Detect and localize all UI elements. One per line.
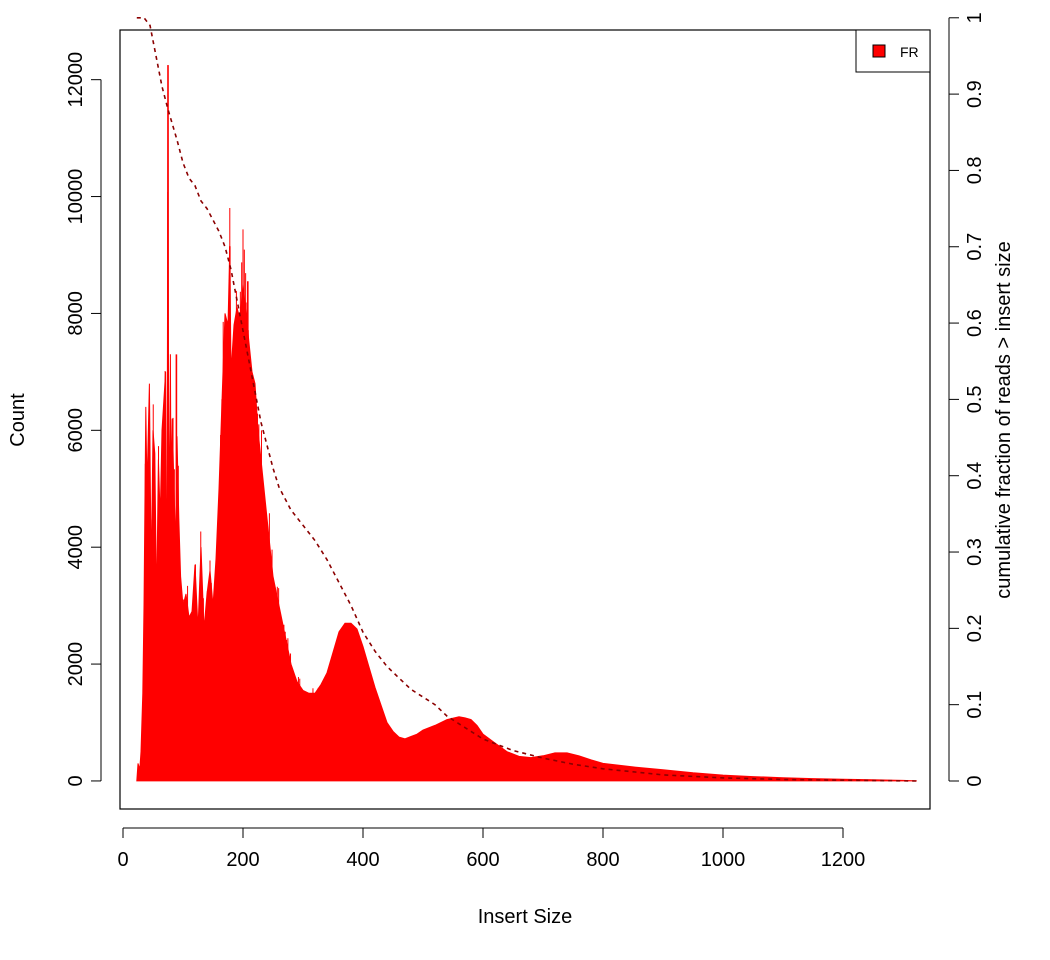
y-tick-label: 12000 [65, 52, 87, 108]
cumulative-layer [136, 16, 917, 782]
y2-tick-label: 0.9 [964, 80, 986, 108]
y-axis-right: 0 0.1 0.2 0.3 0.4 0.5 0.6 0.7 0.8 0.9 1 [948, 12, 986, 787]
y2-tick-label: 0.6 [964, 309, 986, 337]
legend: FR [855, 29, 931, 73]
y-tick-label: 2000 [65, 642, 87, 687]
x-tick-label: 0 [117, 849, 128, 871]
cumulative-line [136, 16, 917, 782]
legend-swatch [872, 44, 886, 58]
x-tick-label: 1000 [701, 849, 746, 871]
legend-label: FR [900, 44, 919, 60]
y2-tick-label: 0 [964, 775, 986, 786]
y-tick-label: 6000 [65, 408, 87, 453]
y-tick-label: 10000 [65, 169, 87, 225]
x-axis-label: Insert Size [478, 906, 572, 928]
y2-tick-label: 0.3 [964, 538, 986, 566]
y2-tick-label: 0.8 [964, 156, 986, 184]
y2-tick-label: 0.4 [964, 462, 986, 490]
legend-box [855, 29, 931, 73]
y2-tick-label: 0.2 [964, 614, 986, 642]
x-tick-label: 600 [466, 849, 499, 871]
y2-tick-label: 1 [964, 12, 986, 23]
histogram-layer [136, 65, 917, 782]
x-axis: 0 200 400 600 800 1000 1200 [117, 827, 866, 871]
x-tick-label: 1200 [821, 849, 866, 871]
y-tick-label: 4000 [65, 525, 87, 570]
y-axis-left: 0 2000 4000 6000 8000 10000 12000 [65, 52, 102, 786]
plot-frame [119, 29, 931, 810]
y-axis-label: Count [7, 393, 29, 447]
x-tick-label: 800 [586, 849, 619, 871]
y2-tick-label: 0.1 [964, 691, 986, 719]
x-tick-label: 200 [226, 849, 259, 871]
y2-tick-label: 0.7 [964, 233, 986, 261]
y-tick-label: 8000 [65, 291, 87, 336]
y2-axis-label: cumulative fraction of reads > insert si… [993, 241, 1015, 598]
x-tick-label: 400 [346, 849, 379, 871]
y2-tick-label: 0.5 [964, 385, 986, 413]
y-tick-label: 0 [65, 775, 87, 786]
